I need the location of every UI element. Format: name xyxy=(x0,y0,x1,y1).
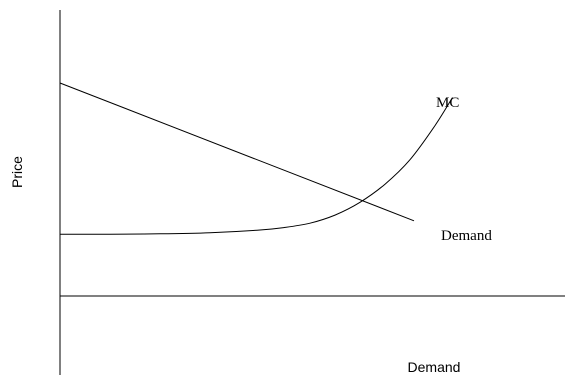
demand-curve xyxy=(59,82,415,222)
y-axis-label: Price xyxy=(9,156,25,188)
x-axis-label: Demand xyxy=(408,359,461,375)
demand-curve-label: Demand xyxy=(441,228,492,244)
mc-curve-label: MC xyxy=(436,95,459,111)
series-layer xyxy=(59,82,453,235)
mc-curve xyxy=(59,97,453,235)
